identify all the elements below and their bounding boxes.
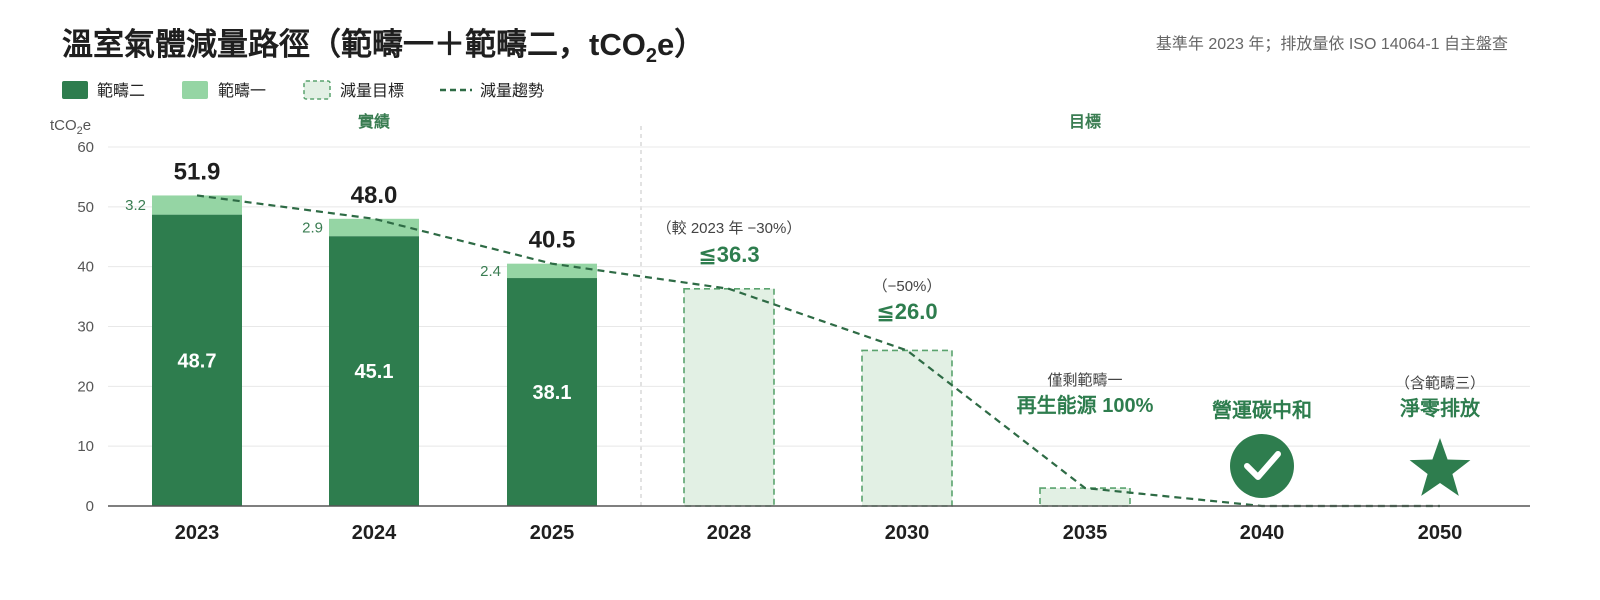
y-tick-label: 40 bbox=[77, 259, 94, 276]
y-unit-end: e bbox=[83, 117, 91, 134]
legend-scope1-swatch bbox=[182, 81, 208, 99]
title-end: e） bbox=[657, 27, 705, 62]
scope1-value-label: 2.9 bbox=[302, 219, 323, 236]
legend-trend-label: 減量趨勢 bbox=[480, 82, 544, 100]
scope2-value-label: 48.7 bbox=[178, 350, 217, 372]
section-label-actual: 實績 bbox=[358, 112, 390, 131]
x-axis: 2023 2024 2025 2028 2030 2035 2040 2050 bbox=[175, 522, 1463, 544]
check-circle-icon bbox=[1230, 434, 1294, 498]
section-label-target: 目標 bbox=[1069, 112, 1101, 131]
legend-target-label: 減量目標 bbox=[340, 82, 404, 100]
x-tick-label: 2030 bbox=[885, 522, 930, 544]
chart-title: 溫室氣體減量路徑（範疇一＋範疇二，tCO2e） bbox=[62, 27, 705, 67]
target-2050-label: 淨零排放 bbox=[1400, 396, 1481, 420]
x-tick-label: 2040 bbox=[1240, 522, 1285, 544]
y-unit-subscript: 2 bbox=[77, 125, 83, 137]
target-2035-label: 再生能源 100% bbox=[1017, 393, 1154, 417]
bar-scope1 bbox=[152, 195, 242, 215]
trend-layer bbox=[196, 194, 1440, 508]
grid-layer bbox=[108, 146, 1530, 447]
total-value-label: 51.9 bbox=[174, 158, 221, 185]
x-tick-label: 2023 bbox=[175, 522, 220, 544]
target-2050-note: （含範疇三） bbox=[1395, 374, 1485, 392]
star-icon bbox=[1409, 438, 1471, 496]
x-tick-label: 2025 bbox=[530, 522, 575, 544]
total-value-label: 40.5 bbox=[529, 227, 576, 254]
legend-scope2-label: 範疇二 bbox=[97, 82, 145, 100]
title-subscript: 2 bbox=[646, 45, 657, 67]
scope2-value-label: 45.1 bbox=[355, 361, 394, 383]
y-tick-label: 0 bbox=[86, 498, 94, 515]
legend-scope2-swatch bbox=[62, 81, 88, 99]
legend-scope1-label: 範疇一 bbox=[218, 82, 266, 100]
y-tick-label: 30 bbox=[77, 319, 94, 336]
legend-target-swatch bbox=[303, 80, 331, 100]
target-2028-note: （較 2023 年 −30%） bbox=[657, 219, 802, 237]
target-2030-value: ≦26.0 bbox=[876, 299, 937, 324]
trend-line bbox=[196, 194, 1440, 508]
bar-scope2 bbox=[507, 278, 597, 506]
bar-scope2 bbox=[152, 214, 242, 506]
y-tick-label: 10 bbox=[77, 438, 94, 455]
y-tick-label: 60 bbox=[77, 139, 94, 156]
target-2035-note: 僅剩範疇一 bbox=[1047, 371, 1122, 389]
scope1-value-label: 3.2 bbox=[125, 197, 146, 214]
target-2028-value: ≦36.3 bbox=[698, 242, 759, 267]
labels-layer: 48.7 3.2 51.9 45.1 2.9 48.0 38.1 2.4 40.5 （較 2023… bbox=[125, 158, 1485, 422]
bars-layer bbox=[152, 195, 1131, 507]
base-year-note: 基準年 2023 年；排放量依 ISO 14064-1 自主盤查 bbox=[1156, 35, 1508, 53]
scope2-value-label: 38.1 bbox=[533, 382, 572, 404]
target-2030-note: （−50%） bbox=[873, 278, 942, 295]
target-bar bbox=[683, 288, 775, 507]
x-tick-label: 2050 bbox=[1418, 522, 1463, 544]
icons-layer bbox=[1230, 434, 1471, 498]
legend: 範疇二 範疇一 減量目標 減量趨勢 bbox=[62, 80, 544, 100]
bar-scope1 bbox=[507, 263, 597, 279]
x-tick-label: 2024 bbox=[352, 522, 397, 544]
bar-scope2 bbox=[329, 236, 419, 506]
y-axis-unit: tCO2e bbox=[50, 117, 91, 137]
y-tick-label: 50 bbox=[77, 199, 94, 216]
x-tick-label: 2035 bbox=[1063, 522, 1108, 544]
y-axis: 0 10 20 30 40 50 60 bbox=[77, 139, 94, 515]
x-tick-label: 2028 bbox=[707, 522, 752, 544]
total-value-label: 48.0 bbox=[351, 182, 398, 209]
scope1-value-label: 2.4 bbox=[480, 263, 501, 280]
target-2040-label: 營運碳中和 bbox=[1212, 398, 1312, 422]
y-tick-label: 20 bbox=[77, 378, 94, 395]
bar-scope1 bbox=[329, 218, 419, 237]
